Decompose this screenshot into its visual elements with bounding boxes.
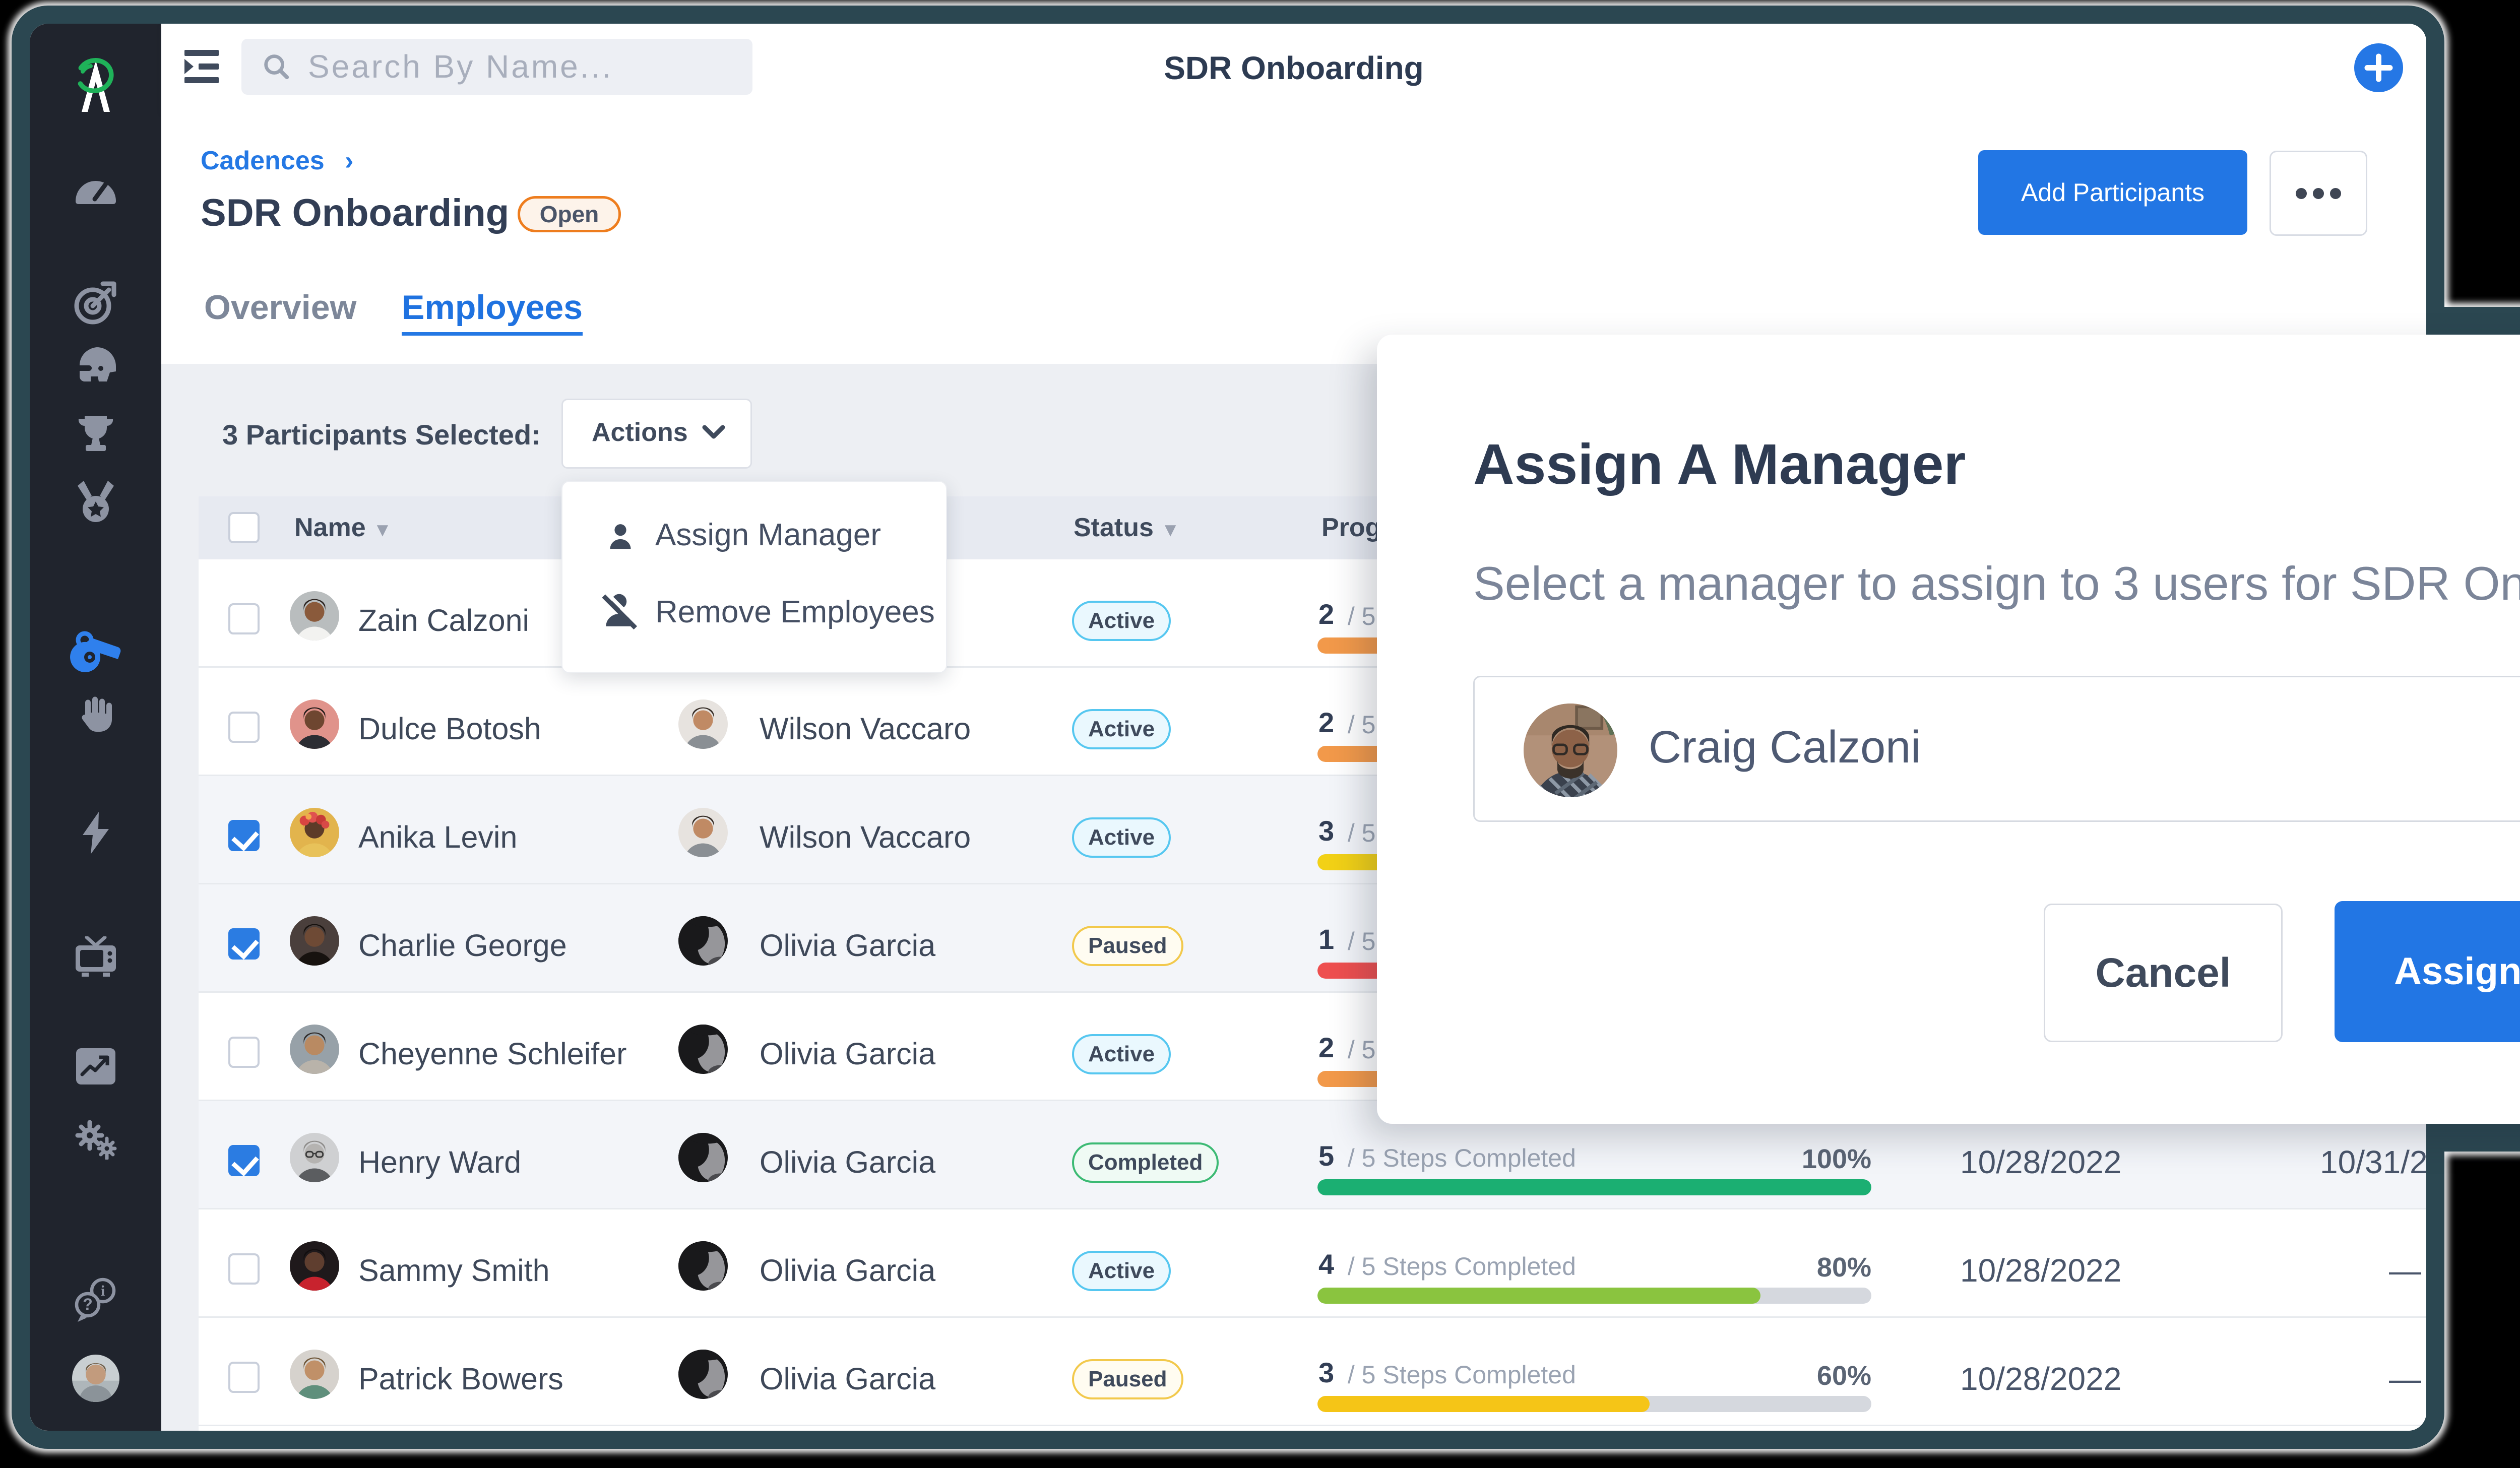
svg-text:i: i (101, 1283, 105, 1299)
svg-text:?: ? (83, 1295, 93, 1313)
